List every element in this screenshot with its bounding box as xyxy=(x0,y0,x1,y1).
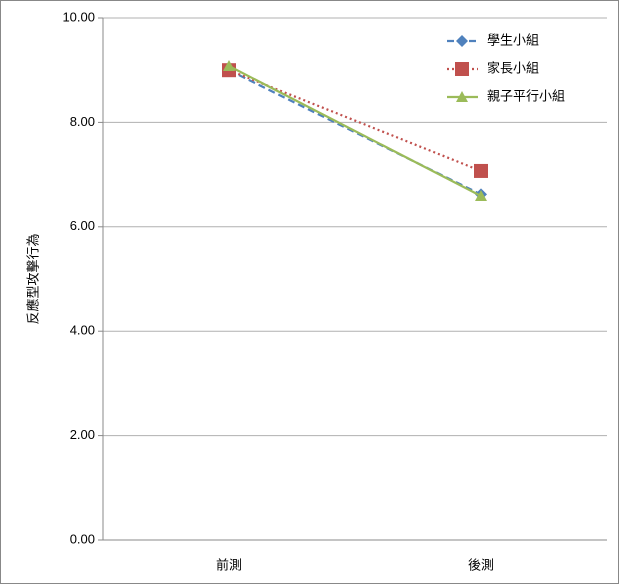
y-tick-label: 0.00 xyxy=(70,531,95,546)
y-tick-label: 6.00 xyxy=(70,218,95,233)
legend-marker xyxy=(456,91,468,102)
y-tick-label: 4.00 xyxy=(70,323,95,338)
y-tick-label: 8.00 xyxy=(70,114,95,129)
data-point xyxy=(475,190,487,202)
legend-marker xyxy=(455,62,469,76)
x-tick-label: 前測 xyxy=(216,557,242,572)
legend-marker xyxy=(456,35,468,47)
y-axis-label: 反應型攻擊行為 xyxy=(25,233,40,324)
y-tick-label: 2.00 xyxy=(70,427,95,442)
data-point xyxy=(474,163,488,178)
legend-label: 家長小組 xyxy=(487,60,539,75)
data-point xyxy=(223,60,235,72)
x-tick-label: 後測 xyxy=(468,557,494,572)
y-tick-label: 10.00 xyxy=(62,9,95,24)
legend-label: 學生小組 xyxy=(487,32,539,47)
legend-label: 親子平行小組 xyxy=(487,88,565,103)
series-line xyxy=(228,65,482,197)
